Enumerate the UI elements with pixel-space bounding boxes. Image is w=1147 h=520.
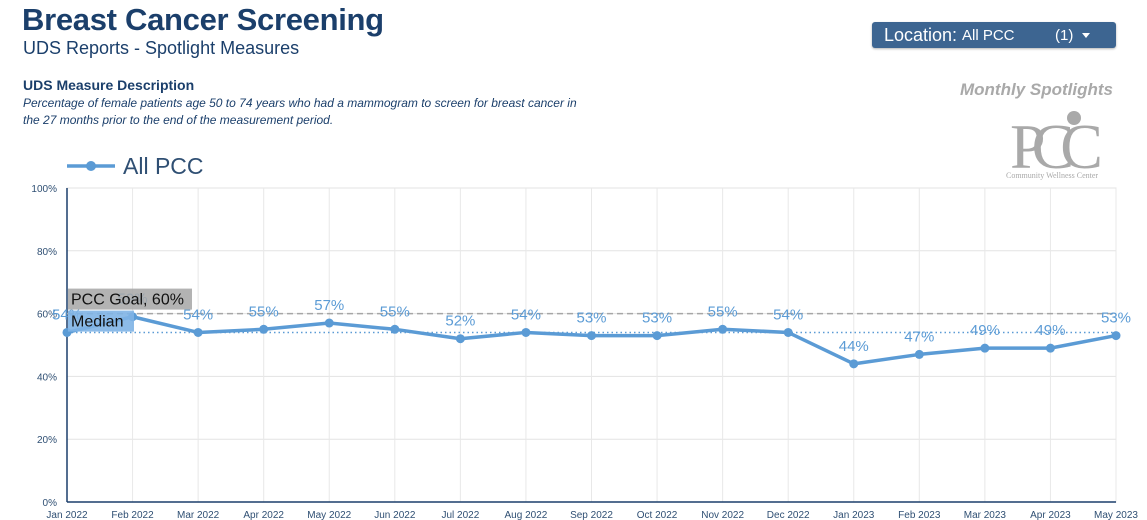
x-tick-label: May 2023 [1094,510,1138,520]
x-tick-label: Jun 2022 [374,510,416,520]
data-point [1045,343,1055,353]
x-tick-label: Jan 2022 [46,510,88,520]
x-tick-label: Apr 2022 [243,510,284,520]
y-tick-label: 80% [37,247,57,258]
data-point [193,327,203,337]
data-label: 53% [1101,310,1131,327]
location-filter-button[interactable]: Location: All PCC (1) [872,22,1116,48]
data-label: 53% [576,310,606,327]
data-point [718,324,728,334]
pcc-logo-subtext: Community Wellness Center [1006,171,1099,180]
x-tick-label: Mar 2022 [177,510,220,520]
data-point [324,318,334,328]
y-tick-label: 20% [37,435,57,446]
data-label: 57% [314,297,344,314]
page-title: Breast Cancer Screening [22,2,384,37]
data-label: 55% [249,303,279,320]
x-tick-label: Aug 2022 [505,510,548,520]
y-tick-label: 40% [37,372,57,383]
goal-label: PCC Goal, 60% [71,292,184,309]
data-point [980,343,990,353]
chevron-down-icon [1082,33,1090,38]
x-tick-label: Feb 2023 [898,510,941,520]
data-point [652,331,662,341]
data-point [390,324,400,334]
data-label: 47% [904,328,934,345]
page-subtitle: UDS Reports - Spotlight Measures [23,38,300,58]
data-point [783,327,793,337]
median-label-box [68,310,134,332]
location-filter-value: All PCC [962,27,1015,44]
data-label: 55% [708,303,738,320]
line-chart: 0% 20% 40% 60% 80% 100% Jan 2022 Feb 2022 Mar 20… [31,153,1138,520]
data-point [914,349,924,359]
measure-description-heading: UDS Measure Description [23,77,195,93]
x-tick-label: Oct 2022 [637,510,678,520]
data-point [587,331,596,341]
x-tick-label: Dec 2022 [767,510,810,520]
x-tick-label: Feb 2022 [111,510,154,520]
data-point [849,359,859,369]
location-filter-label: Location: [884,25,958,45]
data-label: 53% [642,310,672,327]
y-tick-label: 60% [37,310,57,321]
data-label: 54% [773,306,803,323]
legend-label: All PCC [123,153,204,179]
measure-description-text: Percentage of female patients age 50 to … [23,96,577,127]
data-label: 55% [380,303,410,320]
pcc-logo: PCC [1010,111,1114,182]
data-point [455,334,465,344]
x-tick-label: Mar 2023 [964,510,1007,520]
y-tick-label: 100% [31,184,57,195]
data-point [1111,331,1121,341]
goal-label-box [68,288,192,310]
x-tick-label: Sep 2022 [570,510,613,520]
y-tick-label: 0% [43,498,58,509]
median-label: Median [71,314,123,331]
x-tick-label: Jul 2022 [441,510,479,520]
data-point [259,324,269,334]
monthly-spotlights-label: Monthly Spotlights [960,80,1113,99]
pcc-logo-figure-head [1067,111,1081,125]
data-label: 54% [511,306,541,323]
data-label: 49% [970,322,1000,339]
data-label: 49% [1035,322,1065,339]
data-label: 44% [839,338,869,355]
data-point [521,327,531,337]
x-tick-label: Jan 2023 [833,510,875,520]
x-tick-label: Nov 2022 [701,510,744,520]
data-label: 52% [445,313,475,330]
x-tick-label: Apr 2023 [1030,510,1071,520]
x-tick-label: May 2022 [307,510,351,520]
legend-marker [86,161,96,171]
location-filter-count: (1) [1055,27,1074,44]
data-label: 54% [183,306,213,323]
